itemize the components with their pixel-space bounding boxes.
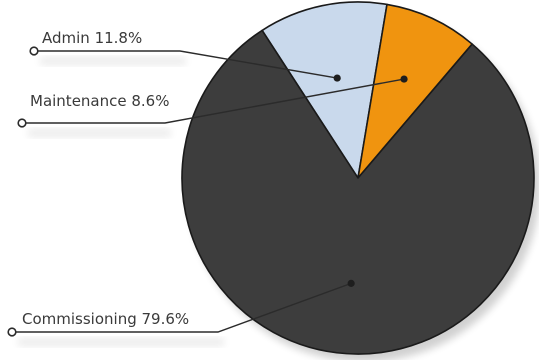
pie-slice-admin	[261, 1, 388, 179]
pie-slice-commissioning	[181, 29, 535, 355]
slice-label-commissioning: Commissioning 79.6%	[22, 310, 189, 328]
pie-slice-maintenance	[357, 3, 473, 179]
slice-label-maintenance: Maintenance 8.6%	[30, 92, 169, 110]
label-shadow	[28, 129, 171, 137]
label-shadow	[18, 338, 224, 346]
leader-end-ring	[17, 118, 27, 128]
leader-end-ring	[7, 327, 17, 337]
leader-line-admin	[38, 50, 338, 79]
leader-line-commissioning	[16, 282, 352, 333]
leader-end-ring	[29, 46, 39, 56]
leader-anchor-dot	[333, 74, 341, 82]
leader-line-maintenance	[26, 78, 405, 124]
leader-anchor-dot	[400, 75, 408, 83]
slice-label-admin: Admin 11.8%	[42, 29, 142, 47]
leader-anchor-dot	[347, 279, 355, 287]
label-shadow	[40, 57, 186, 65]
pie-slices	[181, 1, 535, 355]
pie-labels: Admin 11.8% Maintenance 8.6% Commissioning…	[7, 29, 408, 337]
